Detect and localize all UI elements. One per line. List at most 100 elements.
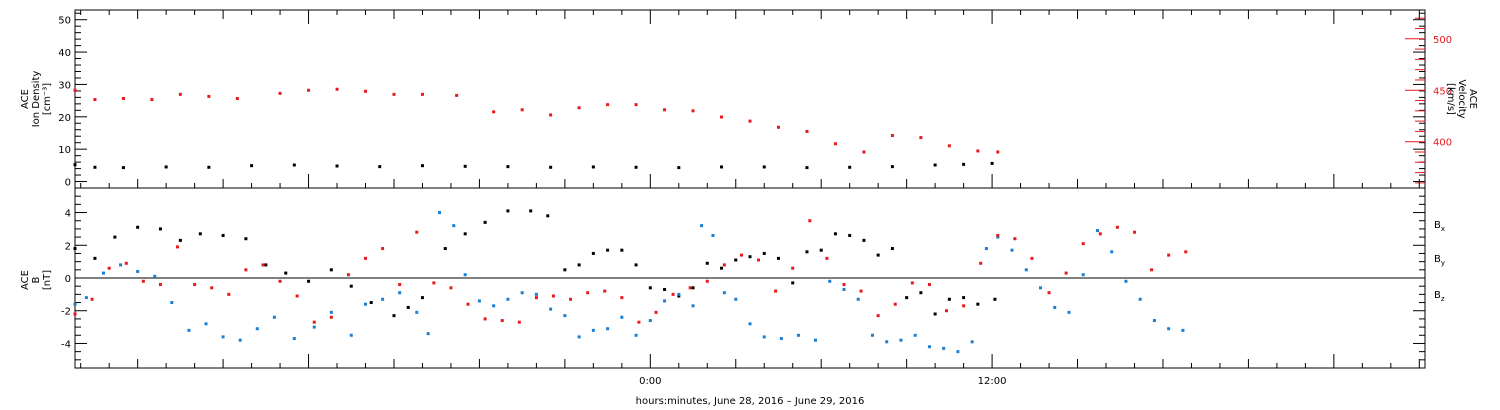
bz-point: [945, 309, 949, 313]
bx-point: [791, 281, 795, 285]
top-right-axis-label: ACE Velocity [km/s]: [1445, 79, 1478, 118]
by-point: [170, 301, 174, 305]
by-point: [734, 297, 738, 301]
bottom-left-axis-label-line2: B: [31, 276, 42, 283]
x-axis-label: hours:minutes, June 28, 2016 – June 29, …: [636, 396, 865, 407]
bx-point: [221, 233, 225, 237]
bx-point: [506, 209, 510, 213]
bz-point: [415, 230, 419, 234]
velocity-point: [890, 134, 894, 138]
bottom-left-tick-label: 4: [65, 209, 71, 220]
bz-point: [483, 317, 487, 321]
bz-point: [962, 304, 966, 308]
by-point: [885, 340, 889, 344]
bx-point: [329, 268, 333, 272]
bottom-left-tick-label: -2: [61, 307, 71, 318]
density-point: [378, 165, 382, 169]
by-point: [329, 310, 333, 314]
by-point: [204, 322, 208, 326]
bz-point: [842, 283, 846, 287]
bz-point: [551, 294, 555, 298]
velocity-point: [577, 106, 581, 110]
density-point: [250, 164, 254, 168]
velocity-point: [691, 109, 695, 113]
by-point: [828, 279, 832, 283]
density-point: [890, 165, 894, 169]
by-point: [870, 333, 874, 337]
by-point: [119, 263, 123, 267]
by-point: [913, 333, 917, 337]
bottom-left-axis-label-line3: [nT]: [42, 270, 53, 290]
bz-point: [466, 302, 470, 306]
velocity-point: [93, 98, 97, 102]
bx-point: [591, 251, 595, 255]
bz-point: [364, 256, 368, 260]
by-point: [398, 291, 402, 295]
top-right-axis-label-line2: Velocity: [1456, 79, 1467, 118]
bz-point: [654, 310, 658, 314]
by-point: [477, 299, 481, 303]
bx-point: [73, 247, 77, 251]
bottom-left-tick-label: -4: [61, 339, 71, 350]
legend-bx-text: B: [1434, 220, 1441, 231]
top-left-tick-label: 20: [58, 113, 71, 124]
by-point: [927, 345, 931, 349]
by-point: [1067, 310, 1071, 314]
bz-point: [1150, 268, 1154, 272]
top-left-tick-label: 30: [58, 80, 71, 91]
bx-point: [748, 255, 752, 259]
velocity-point: [278, 91, 282, 95]
bz-point: [996, 233, 1000, 237]
by-point: [292, 337, 296, 341]
by-point: [272, 315, 276, 319]
velocity-point: [335, 87, 339, 91]
bx-point: [307, 279, 311, 283]
velocity-point: [455, 93, 459, 97]
by-point: [634, 333, 638, 337]
bz-point: [124, 261, 128, 265]
velocity-tick-label: 400: [1433, 138, 1452, 149]
by-point: [1039, 286, 1043, 290]
by-point: [101, 271, 105, 275]
by-point: [238, 338, 242, 342]
by-point: [762, 335, 766, 339]
bx-point: [734, 258, 738, 262]
bx-point: [720, 266, 724, 270]
velocity-point: [207, 94, 211, 98]
bz-point: [312, 320, 316, 324]
bx-point: [463, 232, 467, 236]
bx-point: [876, 253, 880, 257]
velocity-point: [492, 110, 496, 114]
bz-point: [381, 247, 385, 251]
bz-point: [825, 256, 829, 260]
bx-point: [833, 232, 837, 236]
bx-point: [993, 297, 997, 301]
by-point: [996, 235, 1000, 239]
velocity-point: [392, 92, 396, 96]
velocity-point: [420, 92, 424, 96]
velocity-point: [663, 108, 667, 112]
by-point: [984, 247, 988, 251]
bz-point: [1132, 230, 1136, 234]
velocity-point: [121, 96, 125, 100]
by-point: [577, 335, 581, 339]
by-point: [606, 327, 610, 331]
bx-point: [420, 296, 424, 300]
bx-point: [620, 248, 624, 252]
bz-point: [517, 320, 521, 324]
velocity-point: [150, 98, 154, 102]
by-point: [1010, 248, 1014, 252]
bz-point: [1081, 242, 1085, 246]
by-point: [221, 335, 225, 339]
density-point: [762, 165, 766, 169]
bx-point: [976, 302, 980, 306]
by-point: [1124, 279, 1128, 283]
bz-point: [1030, 256, 1034, 260]
bx-point: [905, 296, 909, 300]
bz-point: [1047, 291, 1051, 295]
bx-point: [648, 286, 652, 290]
by-point: [814, 338, 818, 342]
bz-point: [791, 266, 795, 270]
bz-point: [979, 261, 983, 265]
bx-point: [369, 301, 373, 305]
